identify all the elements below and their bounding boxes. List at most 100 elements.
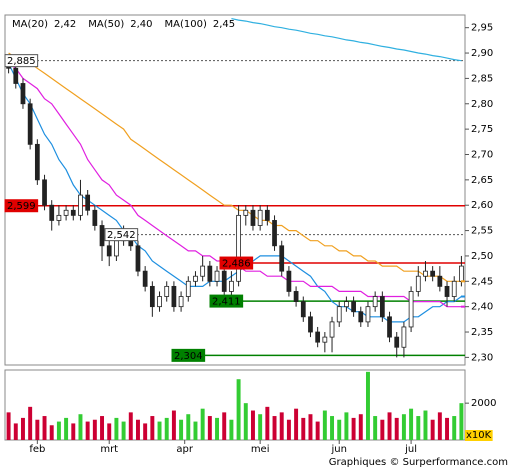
candle-body bbox=[300, 301, 306, 318]
candle-body bbox=[99, 225, 105, 247]
volume-bar bbox=[250, 410, 255, 440]
candle-body bbox=[430, 270, 436, 277]
candle-body bbox=[63, 209, 69, 216]
volume-bar bbox=[164, 417, 169, 440]
y-tick-label: 2,50 bbox=[471, 251, 493, 262]
volume-bar bbox=[6, 412, 11, 440]
legend-value: 2,45 bbox=[213, 19, 235, 30]
candle-body bbox=[336, 306, 342, 323]
volume-bar bbox=[114, 417, 119, 440]
volume-bar bbox=[49, 425, 54, 440]
volume-bar bbox=[423, 410, 428, 440]
candle-body bbox=[394, 336, 400, 348]
candle-body bbox=[193, 275, 198, 282]
candle-body bbox=[70, 209, 76, 216]
candle-body bbox=[286, 270, 292, 292]
candle-body bbox=[207, 265, 213, 282]
volume-bar bbox=[229, 419, 234, 440]
volume-bar bbox=[330, 416, 335, 440]
volume-bar bbox=[171, 410, 176, 440]
volume-bar bbox=[373, 416, 378, 440]
volume-bar bbox=[337, 419, 342, 440]
candle-body bbox=[149, 285, 155, 308]
volume-bar bbox=[272, 416, 277, 440]
candle-body bbox=[114, 240, 119, 257]
volume-bar bbox=[265, 406, 270, 440]
volume-bar bbox=[207, 416, 212, 440]
volume-bar bbox=[179, 419, 184, 440]
volume-bar bbox=[100, 416, 105, 440]
volume-bar bbox=[135, 419, 140, 440]
level-box bbox=[209, 294, 244, 308]
level-box bbox=[171, 348, 206, 362]
level-label: 2,599 bbox=[7, 201, 36, 212]
candle-body bbox=[171, 285, 177, 308]
candle-body bbox=[185, 280, 191, 297]
candle-body bbox=[236, 214, 241, 282]
y-tick-label: 2,30 bbox=[471, 352, 493, 363]
volume-bar bbox=[193, 421, 198, 440]
candle-body bbox=[423, 270, 428, 277]
candle-body bbox=[308, 316, 313, 333]
candle-body bbox=[279, 245, 285, 272]
candle-body bbox=[27, 103, 33, 145]
legend-value: 2,40 bbox=[130, 19, 152, 30]
y-tick-label: 2,85 bbox=[471, 73, 493, 84]
level-label: 2,885 bbox=[7, 56, 36, 67]
level-box bbox=[4, 54, 39, 68]
legend-name: MA(100) bbox=[165, 19, 207, 30]
candle-body bbox=[157, 296, 162, 308]
volume-bar bbox=[322, 410, 327, 440]
candle-body bbox=[13, 67, 19, 84]
candle-body bbox=[78, 194, 83, 216]
level-label: 2,486 bbox=[222, 259, 251, 270]
volume-bar bbox=[315, 421, 320, 440]
volume-bar bbox=[286, 419, 291, 440]
y-tick-label: 2,55 bbox=[471, 226, 493, 237]
ma-line bbox=[8, 62, 462, 323]
candle-body bbox=[243, 209, 249, 216]
level-box bbox=[104, 228, 139, 242]
level-label: 2,411 bbox=[212, 297, 241, 308]
volume-bar bbox=[409, 408, 414, 440]
volume-bar bbox=[92, 419, 97, 440]
level-box bbox=[219, 256, 254, 270]
volume-bar bbox=[28, 406, 33, 440]
y-tick-label: 2,95 bbox=[471, 23, 493, 34]
volume-bar bbox=[401, 414, 406, 440]
legend-value: 2,42 bbox=[54, 19, 76, 30]
candle-body bbox=[437, 275, 443, 287]
y-tick-label: 2,65 bbox=[471, 175, 493, 186]
candle-body bbox=[379, 296, 385, 318]
candle-body bbox=[293, 291, 299, 302]
volume-bar bbox=[243, 403, 248, 440]
x-tick-label: jun bbox=[330, 444, 346, 455]
legend-name: MA(20) bbox=[12, 19, 48, 30]
candle-body bbox=[344, 301, 349, 308]
y-tick-label: 2,75 bbox=[471, 124, 493, 135]
volume-bar bbox=[380, 419, 385, 440]
volume-bar bbox=[416, 416, 421, 440]
candle-body bbox=[85, 194, 91, 211]
volume-bar bbox=[258, 414, 263, 440]
volume-bar bbox=[85, 421, 90, 440]
volume-bar bbox=[157, 421, 162, 440]
candle-body bbox=[415, 275, 421, 292]
candle-body bbox=[387, 316, 392, 338]
volume-bar bbox=[20, 417, 25, 440]
level-label: 2,542 bbox=[107, 230, 136, 241]
candle-body bbox=[444, 285, 450, 297]
candle-body bbox=[221, 270, 227, 292]
volume-bar bbox=[452, 416, 457, 440]
y-tick-label: 2,70 bbox=[471, 149, 493, 160]
candle-body bbox=[20, 83, 26, 105]
level-box bbox=[4, 199, 39, 213]
volume-bar bbox=[294, 408, 299, 440]
candle-body bbox=[142, 270, 148, 287]
x-tick-label: jul bbox=[404, 444, 417, 455]
volume-bar bbox=[121, 421, 126, 440]
candle-body bbox=[178, 296, 184, 308]
candle-body bbox=[250, 209, 256, 226]
candle-body bbox=[358, 311, 364, 323]
